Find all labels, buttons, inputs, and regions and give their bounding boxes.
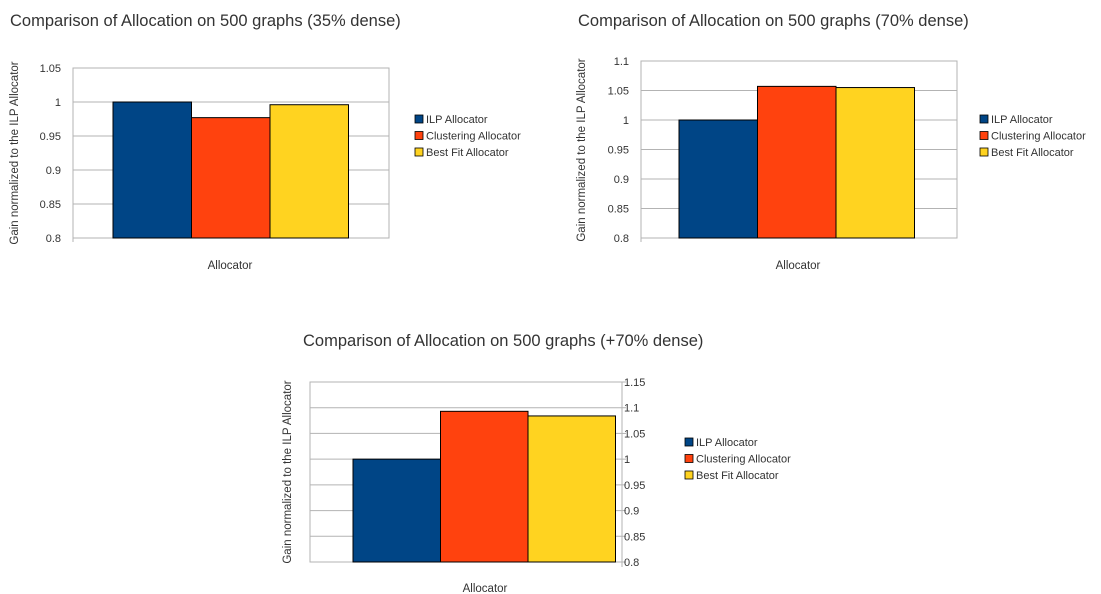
bar-clustering-allocator	[191, 117, 271, 239]
y-tick-label: 1	[624, 454, 630, 466]
x-axis-label: Allocator	[463, 583, 508, 594]
y-tick-label: 0.85	[608, 204, 629, 216]
y-axis-label: Gain normalized to the ILP Allocator	[576, 58, 588, 241]
y-tick-label: 1.05	[624, 428, 645, 440]
chart-title: Comparison of Allocation on 500 graphs (…	[578, 12, 969, 30]
legend-swatch	[414, 131, 424, 140]
y-tick-label: 0.9	[624, 506, 639, 518]
bar-best-fit-allocator	[835, 87, 915, 239]
legend-label: ILP Allocator	[426, 114, 488, 126]
legend-swatch	[979, 131, 989, 140]
bar-ilp-allocator	[678, 119, 758, 239]
y-tick-label: 1	[623, 115, 629, 127]
legend-swatch	[979, 147, 989, 157]
chart-plus-70-dense: Comparison of Allocation on 500 graphs (…	[282, 332, 791, 594]
legend-label: Clustering Allocator	[991, 131, 1086, 143]
y-axis-label: Gain normalized to the ILP Allocator	[282, 380, 294, 563]
legend: ILP Allocator Clustering Allocator Best Fi…	[684, 437, 791, 482]
y-tick-label: 0.85	[40, 199, 61, 211]
y-tick-label: 1	[55, 97, 61, 109]
chart-title: Comparison of Allocation on 500 graphs (…	[303, 332, 703, 350]
bar-ilp-allocator	[352, 458, 441, 563]
y-tick-label: 1.1	[624, 403, 639, 415]
bar-clustering-allocator	[757, 85, 837, 239]
legend-swatch	[414, 114, 424, 124]
bars	[678, 85, 915, 239]
chart-title: Comparison of Allocation on 500 graphs (…	[10, 12, 401, 30]
x-axis-label: Allocator	[208, 260, 253, 272]
x-axis-label: Allocator	[776, 260, 821, 272]
y-tick-label: 0.8	[614, 233, 629, 245]
y-tick-label: 0.95	[608, 145, 629, 157]
bars	[112, 101, 349, 239]
y-tick-labels: 0.8 0.85 0.9 0.95 1 1.05 1.1 1.15	[624, 377, 645, 569]
bars	[352, 410, 616, 563]
y-axis-label: Gain normalized to the ILP Allocator	[9, 61, 21, 244]
legend-label: Best Fit Allocator	[426, 147, 509, 159]
bar-ilp-allocator	[112, 101, 192, 239]
y-tick-label: 0.8	[46, 233, 61, 245]
y-tick-label: 0.8	[624, 557, 639, 569]
legend-label: Clustering Allocator	[426, 131, 521, 143]
legend-label: Clustering Allocator	[696, 454, 791, 466]
legend-swatch	[684, 437, 694, 447]
legend-swatch	[684, 454, 694, 463]
legend-label: ILP Allocator	[696, 437, 758, 449]
legend: ILP Allocator Clustering Allocator Best Fi…	[979, 114, 1086, 159]
y-tick-labels: 0.8 0.85 0.9 0.95 1 1.05	[40, 63, 61, 245]
y-tick-label: 0.95	[624, 480, 645, 492]
legend: ILP Allocator Clustering Allocator Best Fi…	[414, 114, 521, 159]
y-tick-label: 1.1	[614, 56, 629, 68]
legend-swatch	[414, 147, 424, 157]
bar-best-fit-allocator	[269, 104, 349, 239]
bar-clustering-allocator	[440, 410, 529, 563]
chart-35-dense: Comparison of Allocation on 500 graphs (…	[9, 12, 521, 272]
legend-swatch	[684, 470, 694, 480]
legend-label: ILP Allocator	[991, 114, 1053, 126]
y-tick-label: 0.95	[40, 131, 61, 143]
legend-label: Best Fit Allocator	[696, 470, 779, 482]
legend-label: Best Fit Allocator	[991, 147, 1074, 159]
y-tick-label: 0.85	[624, 531, 645, 543]
bar-best-fit-allocator	[527, 415, 616, 563]
y-tick-label: 1.05	[40, 63, 61, 75]
chart-70-dense: Comparison of Allocation on 500 graphs (…	[576, 12, 1086, 272]
y-tick-label: 1.15	[624, 377, 645, 389]
y-tick-labels: 0.8 0.85 0.9 0.95 1 1.05 1.1	[608, 56, 629, 245]
y-tick-label: 0.9	[46, 165, 61, 177]
y-tick-label: 1.05	[608, 86, 629, 98]
y-tick-label: 0.9	[614, 174, 629, 186]
legend-swatch	[979, 114, 989, 124]
